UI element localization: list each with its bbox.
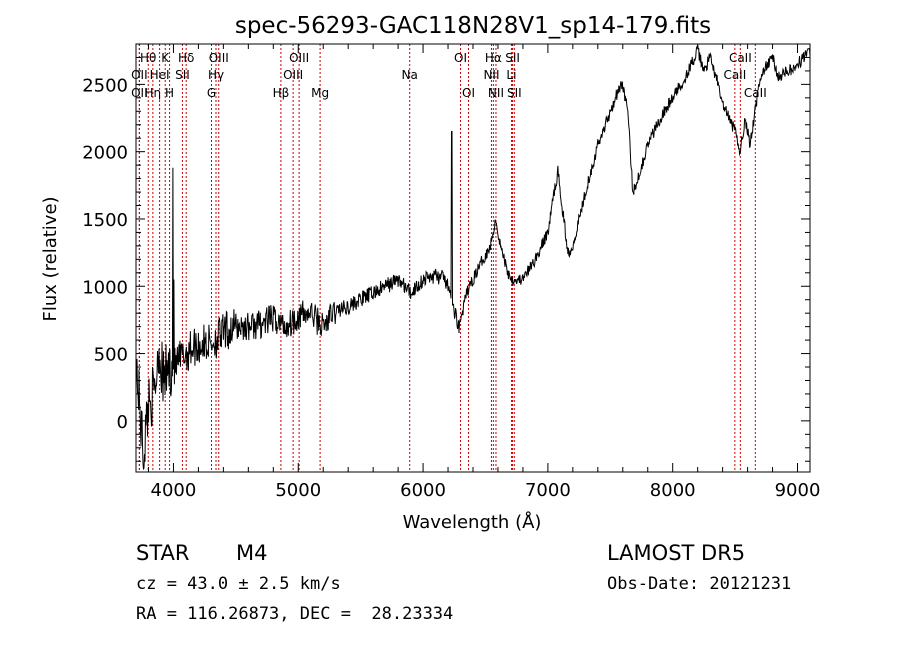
spectral-line-label: Na bbox=[402, 68, 418, 82]
y-tick-label: 2000 bbox=[82, 143, 128, 164]
y-tick-label: 1000 bbox=[82, 277, 128, 298]
spectral-line-label: SII bbox=[175, 68, 190, 82]
x-axis-label: Wavelength (Å) bbox=[403, 511, 542, 533]
obs-date: Obs-Date: 20121231 bbox=[607, 574, 792, 594]
x-tick-label: 7000 bbox=[525, 480, 571, 501]
spectral-line-label: G bbox=[207, 86, 216, 100]
y-tick-label: 2500 bbox=[82, 75, 128, 96]
spectral-line-label: CaII bbox=[729, 51, 752, 65]
spectrum-line bbox=[135, 44, 811, 470]
spectral-line-label: OI bbox=[454, 51, 467, 65]
spectral-line-label: OII bbox=[131, 68, 148, 82]
spectral-line-label: NII bbox=[483, 68, 499, 82]
spectral-line-label: CaII bbox=[744, 86, 767, 100]
spectral-line-label: Hθ bbox=[140, 51, 156, 65]
y-axis-label: Flux (relative) bbox=[40, 196, 61, 321]
y-tick-label: 1500 bbox=[82, 210, 128, 231]
spectral-line-label: OI bbox=[462, 86, 475, 100]
spectral-line-label: NII bbox=[488, 86, 504, 100]
coordinates: RA = 116.26873, DEC = 28.23334 bbox=[136, 604, 454, 624]
plot-frame bbox=[135, 43, 811, 473]
spectral-line-label: OIII bbox=[289, 51, 309, 65]
spectral-line-label: Hα bbox=[485, 51, 502, 65]
spectral-line-label: K bbox=[161, 51, 170, 65]
x-tick-label: 8000 bbox=[650, 480, 696, 501]
velocity-readout: cz = 43.0 ± 2.5 km/s bbox=[136, 574, 341, 594]
survey-name: LAMOST DR5 bbox=[607, 541, 746, 565]
x-tick-label: 5000 bbox=[275, 480, 321, 501]
spectral-line-label: H bbox=[165, 86, 174, 100]
spectral-line-label: SII bbox=[505, 51, 520, 65]
spectral-line-markers bbox=[138, 44, 756, 472]
y-tick-label: 500 bbox=[94, 345, 128, 366]
x-tick-label: 4000 bbox=[151, 480, 197, 501]
spectral-line-label: Mg bbox=[311, 86, 329, 100]
spectral-line-label: OII bbox=[131, 86, 148, 100]
x-tick-label: 9000 bbox=[775, 480, 821, 501]
spectrum-layer bbox=[135, 44, 811, 470]
spectral-line-label: CaII bbox=[723, 68, 746, 82]
object-subclass: M4 bbox=[236, 541, 268, 565]
spectral-line-label: SII bbox=[507, 86, 522, 100]
axes: 4000 5000 6000 7000 8000 9000 0 500 1000 1500 2000… bbox=[82, 43, 821, 501]
spectral-line-label: Hδ bbox=[178, 51, 194, 65]
spectral-line-label: OIII bbox=[283, 68, 303, 82]
chart-title: spec-56293-GAC118N28V1_sp14-179.fits bbox=[235, 13, 711, 39]
spectral-line-label: Hη bbox=[145, 86, 162, 100]
x-tick-label: 6000 bbox=[400, 480, 446, 501]
spectral-line-label: Li bbox=[506, 68, 516, 82]
spectral-line-label: OIII bbox=[209, 51, 229, 65]
spectral-line-label: Hβ bbox=[273, 86, 290, 100]
spectral-line-label: Hγ bbox=[208, 68, 224, 82]
y-tick-label: 0 bbox=[117, 412, 128, 433]
spectral-line-label: HeI bbox=[150, 68, 170, 82]
object-type: STAR bbox=[136, 541, 190, 565]
